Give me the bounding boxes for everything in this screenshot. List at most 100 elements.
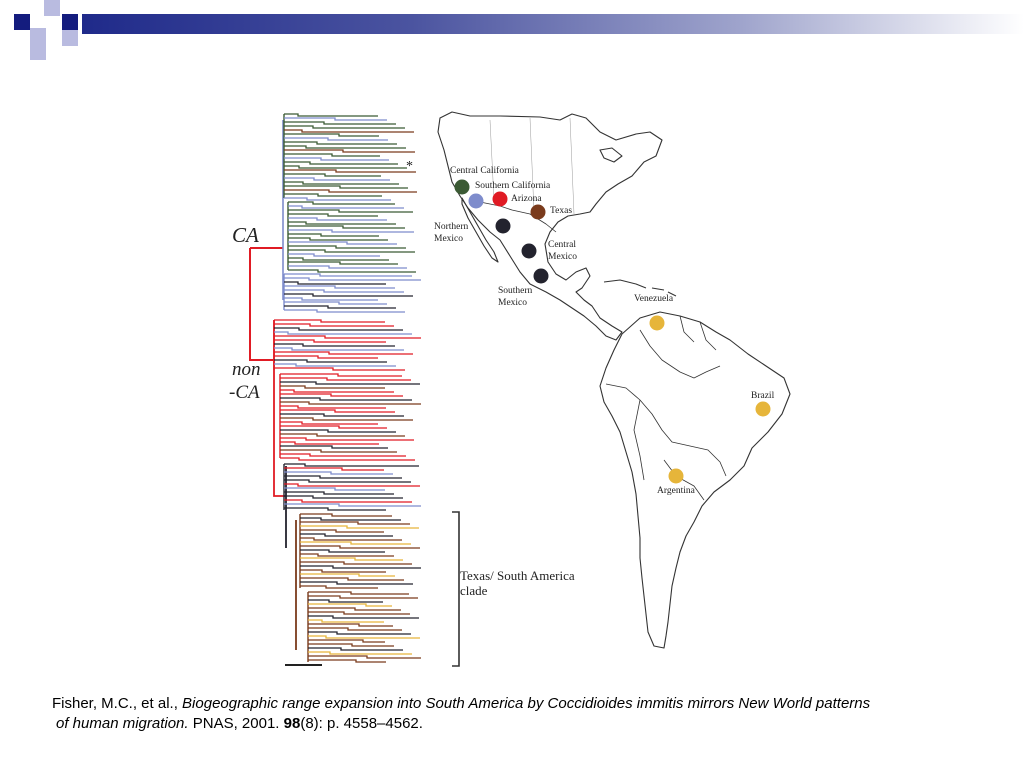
map-label-central-california: Central California — [450, 165, 520, 176]
map-label-northern-mexico: Mexico — [434, 234, 463, 244]
decor-square-dark — [62, 14, 78, 30]
tree-branch — [280, 417, 413, 421]
tree-branch — [284, 157, 389, 161]
tree-branch — [284, 499, 412, 503]
tree-branch — [284, 273, 412, 277]
decor-square-light — [44, 0, 60, 16]
tree-branch — [288, 253, 380, 257]
tree-branch — [274, 351, 413, 355]
tree-branch — [284, 161, 398, 165]
map-label-central-mexico: Central — [548, 240, 576, 250]
tree-branch — [284, 479, 411, 483]
tree-branch — [284, 149, 415, 153]
tree-branch — [274, 319, 385, 323]
location-dot-arizona — [492, 191, 508, 207]
tree-branch — [280, 405, 386, 409]
tree-branch — [284, 471, 393, 475]
tree-branch — [284, 153, 380, 157]
tree-branch — [284, 169, 416, 173]
tree-branch — [308, 591, 409, 595]
citation-journal: PNAS, 2001. — [188, 715, 284, 732]
tree-branch — [280, 437, 414, 441]
tree-branch — [274, 339, 386, 343]
tree-branch — [308, 623, 393, 627]
tree-branch — [288, 269, 416, 273]
header-gradient-bar — [82, 14, 1024, 34]
decor-square-light — [62, 30, 78, 46]
tree-branch — [284, 185, 408, 189]
tree-branch — [300, 557, 403, 561]
tree-branch — [280, 433, 405, 437]
tree-branch — [273, 320, 286, 497]
tree-branch — [274, 347, 404, 351]
tree-branch — [280, 413, 404, 417]
location-dot-southern-california — [468, 193, 484, 209]
tree-branch — [284, 173, 381, 177]
us-mexico-border — [469, 199, 557, 233]
tree-branch — [284, 305, 396, 309]
asterisk-marker: * — [406, 159, 413, 174]
caribbean-islands — [603, 279, 677, 297]
baja-california — [461, 197, 499, 263]
tree-branch — [308, 615, 419, 619]
location-dot-southern-mexico — [533, 268, 549, 284]
tree-branch — [274, 355, 378, 359]
citation-line-2: of human migration. PNAS, 2001. 98(8): p… — [52, 714, 1002, 734]
tree-branch — [284, 277, 421, 281]
location-dot-brazil — [755, 401, 771, 417]
tree-branch — [300, 513, 392, 517]
tree-branch — [284, 281, 386, 285]
phylogenetic-tree — [249, 113, 421, 663]
tree-branch — [300, 529, 384, 533]
tree-branch — [308, 635, 420, 639]
tree-branch — [284, 285, 395, 289]
south-america-borders — [605, 315, 727, 501]
tree-branch — [308, 659, 386, 663]
tree-branch — [288, 261, 398, 265]
tree-branch — [284, 475, 402, 479]
tree-branch — [284, 189, 417, 193]
tree-branch — [284, 141, 397, 145]
map-label-northern-mexico: Northern — [434, 222, 469, 232]
map-label-central-mexico: Mexico — [548, 252, 577, 262]
location-dot-northern-mexico — [495, 218, 511, 234]
tree-branch — [308, 639, 385, 643]
tree-branch — [284, 177, 390, 181]
tree-branch — [284, 503, 421, 507]
tree-branch — [300, 541, 411, 545]
clade-label-non-ca: non — [232, 359, 261, 380]
tree-branch — [300, 533, 393, 537]
map-label-southern-mexico: Southern — [498, 286, 533, 296]
map-label-arizona: Arizona — [511, 194, 542, 204]
citation-pages: (8): p. 4558–4562. — [300, 715, 423, 732]
tree-branch — [288, 205, 404, 209]
tree-branch — [284, 193, 382, 197]
tree-branch — [308, 607, 401, 611]
tree-branch — [284, 487, 385, 491]
tree-branch — [280, 393, 403, 397]
tree-branch — [274, 331, 412, 335]
great-lakes — [599, 147, 623, 163]
tree-branch — [284, 463, 419, 467]
tree-branch — [280, 449, 397, 453]
tree-branch — [284, 293, 413, 297]
tree-branch — [300, 525, 419, 529]
tree-branch — [284, 133, 379, 137]
tree-branch — [288, 233, 379, 237]
tree-branch — [284, 117, 387, 121]
map-label-venezuela: Venezuela — [634, 294, 674, 304]
tree-branch — [308, 619, 384, 623]
clade-label-texas-sa: clade — [460, 583, 488, 598]
tree-branch — [280, 441, 379, 445]
citation-line-1: Fisher, M.C., et al., Biogeographic rang… — [52, 694, 1002, 714]
tree-branch — [280, 457, 415, 461]
tree-branch — [284, 181, 399, 185]
tree-branch — [284, 467, 384, 471]
map-label-brazil: Brazil — [751, 391, 775, 401]
tree-branch — [284, 137, 388, 141]
location-dot-argentina — [668, 468, 684, 484]
tree-branch — [280, 453, 406, 457]
tree-branch — [308, 595, 418, 599]
tree-branch — [274, 367, 405, 371]
citation-authors: Fisher, M.C., et al., — [52, 695, 183, 712]
